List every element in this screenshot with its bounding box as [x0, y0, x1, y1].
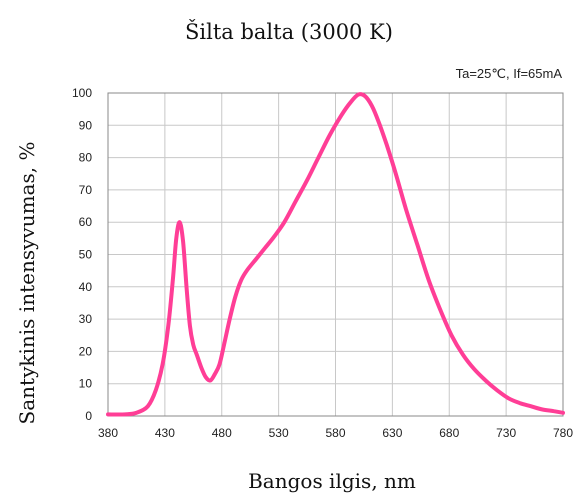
y-tick-label: 0: [85, 409, 92, 423]
x-axis-label: Bangos ilgis, nm: [248, 469, 416, 493]
y-tick-label: 70: [79, 183, 93, 197]
y-tick-labels: 0 10 20 30 40 50 60 70 80 90 100: [72, 86, 92, 423]
y-tick-label: 10: [79, 377, 93, 391]
x-tick-label: 630: [382, 426, 402, 440]
plot-frame: [107, 92, 564, 417]
conditions-annotation: Ta=25℃, If=65mA: [456, 66, 563, 81]
x-tick-labels: 380 430 480 530 580 630 680 730 780: [98, 426, 573, 440]
x-tick-label: 530: [269, 426, 289, 440]
y-axis-label: Santykinis intensyvumas, %: [15, 142, 39, 425]
y-tick-label: 100: [72, 86, 92, 100]
x-tick-label: 780: [553, 426, 573, 440]
x-tick-label: 380: [98, 426, 118, 440]
x-tick-label: 480: [212, 426, 232, 440]
y-tick-label: 50: [79, 248, 93, 262]
x-tick-label: 430: [155, 426, 175, 440]
spectrum-line: [106, 92, 565, 417]
y-tick-label: 90: [79, 118, 93, 132]
y-tick-label: 40: [79, 280, 93, 294]
chart-title: Šilta balta (3000 K): [185, 19, 393, 44]
y-tick-label: 60: [79, 215, 93, 229]
x-tick-label: 680: [439, 426, 459, 440]
y-tick-label: 30: [79, 312, 93, 326]
y-tick-label: 20: [79, 344, 93, 358]
x-tick-label: 730: [496, 426, 516, 440]
y-tick-label: 80: [79, 151, 93, 165]
x-tick-label: 580: [325, 426, 345, 440]
